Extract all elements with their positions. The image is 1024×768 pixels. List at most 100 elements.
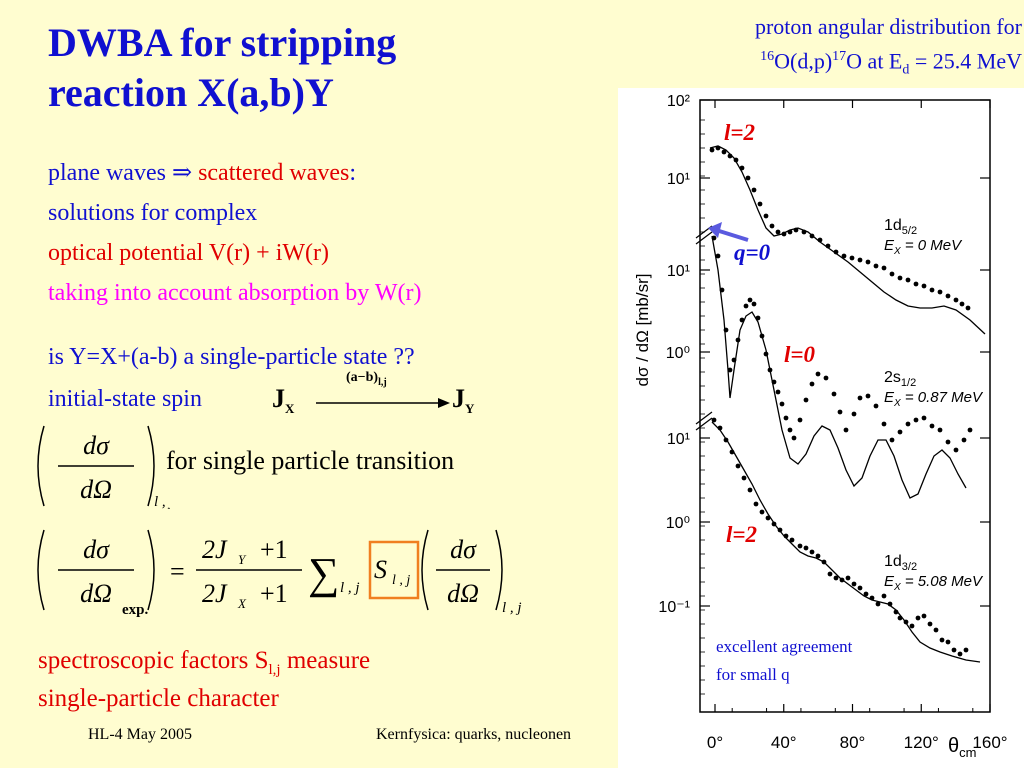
spectroscopic-factor-box [368, 540, 420, 600]
num-plus1: +1 [260, 535, 288, 564]
spectro-sub: l,j [268, 662, 281, 678]
domega-3: dΩ [447, 579, 479, 608]
data-point-1d52 [849, 255, 855, 261]
data-point-2s12 [755, 315, 761, 321]
caption-sub: d [902, 62, 910, 78]
data-point-1d32 [851, 581, 857, 587]
caption-energy: = 25.4 MeV [909, 48, 1022, 74]
data-point-1d32 [735, 463, 741, 469]
data-point-1d32 [747, 487, 753, 493]
den-2J: 2J [202, 579, 228, 608]
mass-number-2: 17 [832, 49, 847, 64]
data-point-2s12 [921, 415, 927, 421]
equals: = [170, 557, 185, 586]
text-optical-potential: optical potential V(r) + iW(r) [48, 240, 329, 266]
spin-formula: JX [272, 384, 294, 417]
state-2s12-energy: EX = 0.87 MeV [884, 389, 984, 409]
agreement-line-1: excellent agreement [716, 637, 853, 656]
data-point-1d32 [729, 449, 735, 455]
title-line-1: DWBA for stripping [48, 20, 397, 65]
data-point-1d52 [721, 149, 727, 155]
data-point-1d32 [753, 501, 759, 507]
spectro-line-1: spectroscopic factors Sl,j measure [38, 646, 370, 685]
caption-line-2: 16O(d,p)17O at Ed = 25.4 MeV [596, 42, 1022, 86]
data-point-2s12 [735, 337, 741, 343]
J-Y-letter: J [452, 384, 465, 413]
data-point-1d32 [903, 619, 909, 625]
data-point-2s12 [905, 421, 911, 427]
caption-rest: O at E [846, 48, 903, 74]
data-point-1d32 [803, 545, 809, 551]
label-l2-top: l=2 [724, 120, 755, 145]
x-tick-label: 120° [904, 733, 939, 752]
data-point-2s12 [803, 397, 809, 403]
data-point-1d32 [741, 475, 747, 481]
y-tick-label: 10¹ [667, 171, 690, 188]
data-point-2s12 [881, 421, 887, 427]
J-Y: JY [452, 384, 474, 417]
spectro-measure: measure [280, 647, 371, 674]
data-point-1d32 [857, 585, 863, 591]
data-point-1d32 [963, 647, 969, 653]
data-point-1d52 [787, 229, 793, 235]
data-point-2s12 [857, 395, 863, 401]
data-point-1d52 [739, 165, 745, 171]
data-point-1d32 [951, 647, 957, 653]
exp-label: exp. [122, 602, 149, 618]
text-plane-waves: plane waves ⇒ scattered waves: [48, 158, 356, 188]
data-point-2s12 [787, 427, 793, 433]
data-point-1d32 [933, 627, 939, 633]
data-point-1d52 [929, 287, 935, 293]
data-point-1d52 [733, 157, 739, 163]
data-point-1d32 [821, 559, 827, 565]
state-1d32-state: 1d3/2 [884, 553, 917, 573]
y-tick-label: 10⁰ [666, 345, 690, 362]
caption-line-1: proton angular distribution for [754, 14, 1022, 39]
state-1d52-energy: EX = 0 MeV [884, 237, 963, 257]
arrow-label-sub: l,j [378, 376, 387, 388]
data-point-1d32 [765, 515, 771, 521]
data-point-2s12 [727, 367, 733, 373]
text-question: is Y=X+(a-b) a single-particle state ?? [48, 344, 415, 370]
data-point-1d52 [775, 229, 781, 235]
figure-caption: proton angular distribution for 16O(d,p)… [596, 12, 1022, 86]
q0-arrow-shaft [715, 228, 749, 242]
formula-exp: dσ dΩ exp. = 2J Y +1 2J X +1 ∑ l , j S l… [37, 529, 522, 618]
text-solutions: solutions for complex [48, 200, 258, 226]
data-point-2s12 [775, 389, 781, 395]
dsigma-2: dσ [83, 535, 110, 564]
dsigma-3: dσ [450, 535, 477, 564]
data-point-2s12 [797, 417, 803, 423]
plane-waves: plane waves [48, 160, 172, 186]
state-1d32-energy: EX = 5.08 MeV [884, 573, 984, 593]
angular-distribution-chart: 0° 40° 80° 120° 160° 10² 10¹ 10¹ 10⁰ 10¹ 10⁰ 10⁻¹ dσ… [633, 93, 1008, 760]
data-point-2s12 [791, 435, 797, 441]
axis-break [695, 411, 713, 425]
data-point-1d32 [915, 615, 921, 621]
data-point-2s12 [809, 381, 815, 387]
data-point-1d32 [723, 437, 729, 443]
data-point-1d52 [881, 265, 887, 271]
data-point-1d52 [715, 145, 721, 151]
data-point-1d32 [711, 417, 717, 423]
data-point-1d32 [789, 537, 795, 543]
data-point-1d52 [781, 231, 787, 237]
mass-number: 16 [760, 49, 775, 64]
data-point-1d32 [957, 651, 963, 657]
text-initial-spin: initial-state spin [48, 386, 202, 412]
data-point-2s12 [763, 351, 769, 357]
data-point-1d32 [869, 595, 875, 601]
data-point-1d32 [863, 591, 869, 597]
data-point-2s12 [743, 303, 749, 309]
curve-2s12 [711, 235, 967, 499]
slide-title: DWBA for stripping reaction X(a,b)Y [48, 18, 568, 118]
data-point-2s12 [711, 235, 717, 241]
data-point-1d52 [769, 223, 775, 229]
data-point-1d32 [909, 623, 915, 629]
data-point-1d52 [905, 277, 911, 283]
num-2J: 2J [202, 535, 228, 564]
data-point-1d52 [801, 229, 807, 235]
data-point-1d52 [897, 275, 903, 281]
data-point-2s12 [961, 437, 967, 443]
x-tick-label: 160° [972, 733, 1007, 752]
